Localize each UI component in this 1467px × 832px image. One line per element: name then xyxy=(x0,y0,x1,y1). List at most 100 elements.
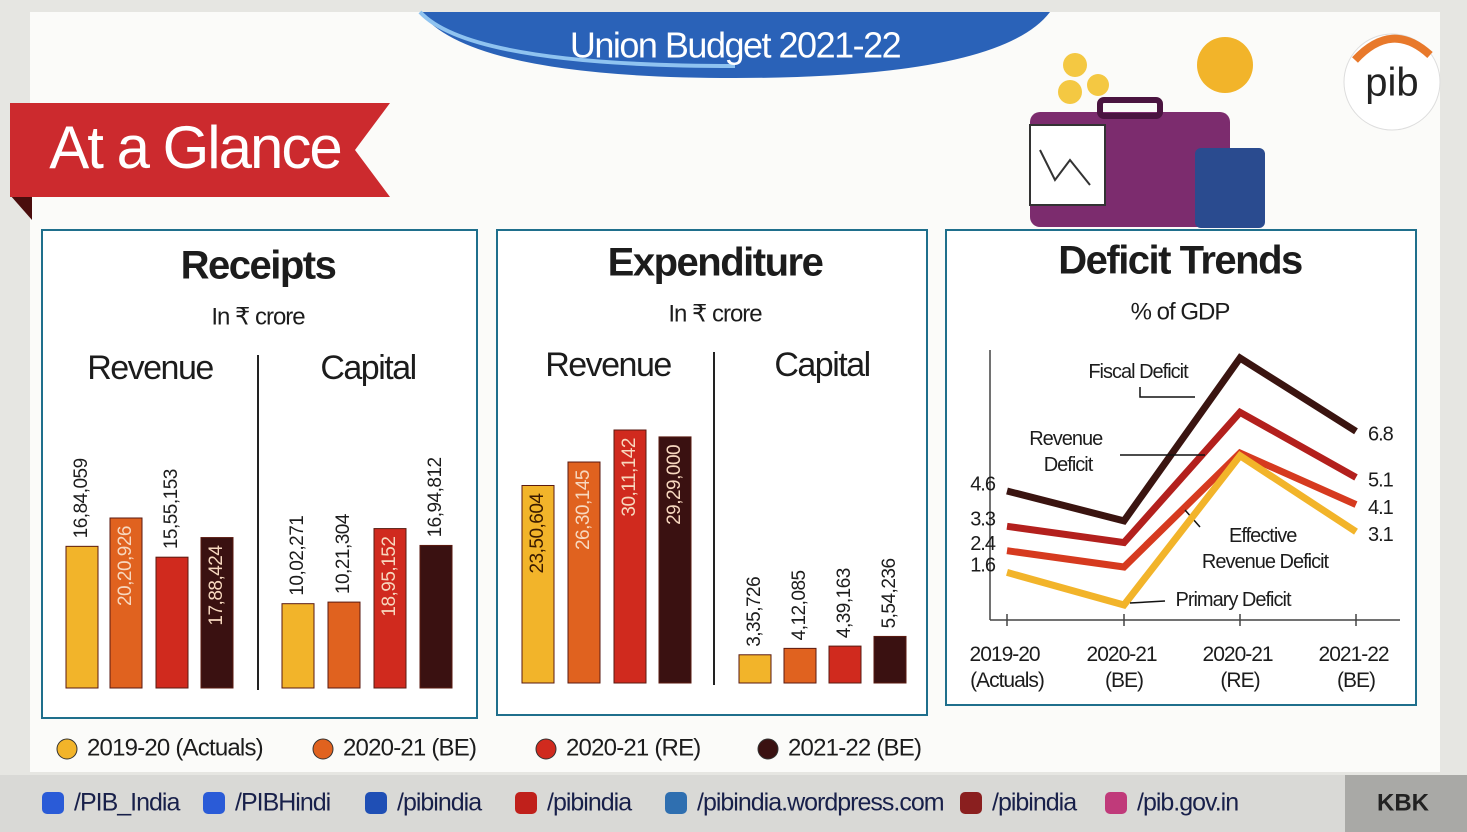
pie-icon xyxy=(1197,37,1253,93)
bar xyxy=(65,545,99,689)
leader-line xyxy=(1129,600,1166,604)
handle xyxy=(1097,97,1163,119)
x-tick-label: 2021-22 (BE) xyxy=(1319,643,1394,692)
legend-label: 2021-22 (BE) xyxy=(788,734,921,761)
value-label: 4.1 xyxy=(1368,497,1394,519)
footer-link: /PIBHindi xyxy=(235,789,330,817)
footer-link: /pibindia xyxy=(992,789,1077,817)
legend-swatch xyxy=(535,738,557,760)
value-label: 4.6 xyxy=(970,473,996,495)
coin xyxy=(1087,74,1109,96)
page-title: Union Budget 2021-22 xyxy=(570,25,901,66)
bar xyxy=(521,484,555,684)
value-label: 26,30,145 xyxy=(573,470,594,550)
bar xyxy=(738,654,772,684)
footer-link: /pibindia xyxy=(397,789,482,817)
value-label: 3,35,726 xyxy=(744,577,765,647)
value-label: 6.8 xyxy=(1368,424,1394,446)
series-label: Fiscal Deficit xyxy=(1088,361,1189,383)
value-label: 16,94,812 xyxy=(425,457,446,537)
legend-label: 2020-21 (RE) xyxy=(566,734,700,761)
line xyxy=(1006,448,1358,571)
social-icon xyxy=(665,792,687,814)
bar xyxy=(613,429,647,684)
ribbon-fold xyxy=(10,195,32,220)
bar xyxy=(828,645,862,684)
chart-title: Deficit Trends xyxy=(1058,239,1302,283)
social-icon xyxy=(365,792,387,814)
x-tick-label: 2019-20 (Actuals) xyxy=(970,643,1045,692)
value-label: 3.1 xyxy=(1368,524,1394,546)
easel-line xyxy=(1039,149,1091,186)
illustration xyxy=(1029,37,1265,228)
bar xyxy=(783,647,817,684)
value-label: 17,88,424 xyxy=(206,545,227,626)
coin xyxy=(1063,53,1087,77)
bar xyxy=(419,544,453,689)
value-label: 5.1 xyxy=(1368,470,1394,492)
value-label: 20,20,926 xyxy=(115,526,136,606)
bar xyxy=(281,603,315,689)
coin xyxy=(1058,80,1082,104)
value-label: 10,21,304 xyxy=(333,513,354,594)
bar xyxy=(873,635,907,684)
value-label: 2.4 xyxy=(970,533,996,555)
legend-label: 2019-20 (Actuals) xyxy=(87,734,263,761)
bar xyxy=(155,556,189,689)
legend-swatch xyxy=(56,738,78,760)
logo-arc xyxy=(1352,34,1433,63)
chart-title: Expenditure xyxy=(608,241,823,285)
bar xyxy=(327,601,361,689)
footer-link: /PIB_India xyxy=(74,789,180,817)
x-tick-label: 2020-21 (RE) xyxy=(1203,643,1278,692)
x-tick-label: 2020-21 (BE) xyxy=(1087,643,1162,692)
value-label: 18,95,152 xyxy=(379,537,400,617)
value-label: 1.6 xyxy=(970,555,996,577)
chart-title: Receipts xyxy=(181,244,336,288)
value-label: 29,29,000 xyxy=(664,445,685,525)
value-label: 4,39,163 xyxy=(834,568,855,638)
social-icon xyxy=(42,792,64,814)
ribbon xyxy=(10,103,390,197)
arc-accent xyxy=(418,10,736,68)
social-icon xyxy=(515,792,537,814)
footer-bar xyxy=(0,775,1467,832)
value-label: 16,84,059 xyxy=(71,458,92,538)
legend-swatch xyxy=(312,738,334,760)
bar xyxy=(658,436,692,684)
social-icon xyxy=(1105,792,1127,814)
bar xyxy=(109,517,143,689)
series-label: Revenue Deficit xyxy=(1029,428,1107,476)
group-label: Capital xyxy=(774,346,869,384)
chart-subtitle: % of GDP xyxy=(1131,298,1230,325)
credit-box xyxy=(1345,775,1467,832)
line xyxy=(1006,451,1358,610)
footer-link: /pibindia xyxy=(547,789,632,817)
leader-line xyxy=(1139,387,1195,398)
legend-swatch xyxy=(757,738,779,760)
calculator xyxy=(1195,148,1265,228)
legend-label: 2020-21 (BE) xyxy=(343,734,476,761)
social-icon xyxy=(960,792,982,814)
bar xyxy=(200,537,234,689)
line xyxy=(1006,353,1358,525)
value-label: 23,50,604 xyxy=(527,493,548,574)
value-label: 10,02,271 xyxy=(287,516,308,596)
series-label: Effective Revenue Deficit xyxy=(1202,525,1330,573)
social-icon xyxy=(203,792,225,814)
chart-subtitle: In ₹ crore xyxy=(211,303,305,330)
footer-link: /pibindia.wordpress.com xyxy=(697,789,944,817)
group-label: Revenue xyxy=(87,349,213,387)
group-label: Capital xyxy=(320,349,415,387)
value-label: 3.3 xyxy=(970,509,996,531)
value-label: 5,54,236 xyxy=(879,558,900,628)
logo-disc xyxy=(1343,33,1441,131)
line xyxy=(1006,407,1358,547)
series-label: Primary Deficit xyxy=(1175,589,1291,611)
value-label: 4,12,085 xyxy=(789,570,810,640)
credit: KBK xyxy=(1377,789,1430,816)
value-label: 30,11,142 xyxy=(619,438,640,517)
logo: pib xyxy=(1365,61,1418,105)
value-label: 15,55,153 xyxy=(161,469,182,549)
